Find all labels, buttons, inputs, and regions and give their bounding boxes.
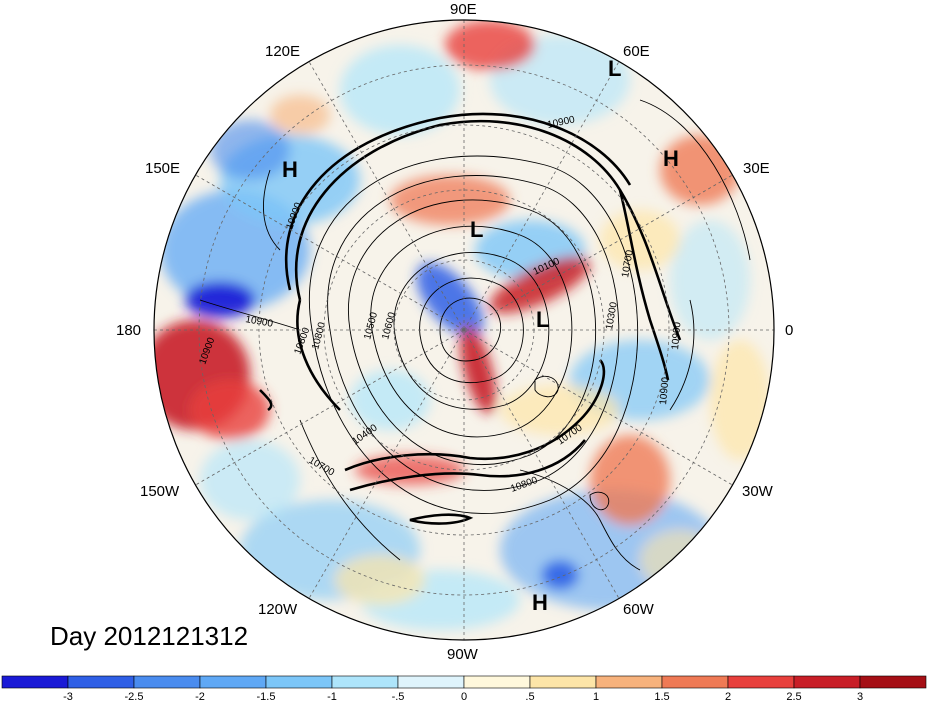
lon-label-120w: 120W	[258, 601, 298, 618]
colorbar-swatch	[859, 675, 927, 689]
colorbar-tick-label: 1	[593, 691, 599, 702]
colorbar-swatch	[397, 675, 465, 689]
pressure-center-low: L	[608, 56, 621, 81]
colorbar-swatch	[529, 675, 597, 689]
lon-label-150e: 150E	[145, 160, 180, 177]
lon-label-120e: 120E	[265, 43, 300, 60]
colorbar: -3 -2.5 -2 -1.5 -1 -.5 0 .5 1 1.5 2 2.5 3	[1, 675, 927, 702]
colorbar-swatch	[199, 675, 267, 689]
colorbar-swatch	[793, 675, 861, 689]
lon-label-60e: 60E	[623, 43, 650, 60]
contour-label: 10900	[658, 376, 671, 405]
colorbar-tick-label: -3	[63, 691, 73, 702]
colorbar-swatch	[727, 675, 795, 689]
colorbar-tick-label: 1.5	[654, 691, 669, 702]
colorbar-tick-label: -.5	[392, 691, 405, 702]
colorbar-tick-label: -1.5	[257, 691, 276, 702]
colorbar-swatch	[1, 675, 69, 689]
pressure-center-high: H	[532, 590, 548, 615]
colorbar-swatch	[661, 675, 729, 689]
pressure-center-low: L	[536, 307, 549, 332]
contour-label: 10700	[620, 249, 636, 279]
colorbar-swatch	[595, 675, 663, 689]
lon-label-0: 0	[785, 322, 793, 339]
contour-label: 10900	[244, 314, 274, 330]
colorbar-tick-label: 0	[461, 691, 467, 702]
contour-label: 10300	[604, 301, 620, 331]
colorbar-swatch	[463, 675, 531, 689]
pressure-center-high: H	[282, 157, 298, 182]
colorbar-swatch	[265, 675, 333, 689]
globe-outline	[153, 19, 775, 641]
lon-label-30w: 30W	[742, 483, 774, 500]
colorbar-tick-label: 2	[725, 691, 731, 702]
pressure-center-high: H	[663, 146, 679, 171]
height-contours	[199, 99, 751, 571]
contour-label: 10900	[670, 321, 683, 350]
colorbar-tick-label: .5	[525, 691, 534, 702]
lon-label-90w: 90W	[447, 646, 479, 663]
colorbar-tick-label: -2.5	[125, 691, 144, 702]
pressure-center-low: L	[470, 217, 483, 242]
pressure-centers: L H H L L H	[282, 56, 679, 615]
colorbar-tick-label: 2.5	[786, 691, 801, 702]
graticule	[154, 20, 774, 640]
lon-label-30e: 30E	[743, 160, 770, 177]
day-label: Day 2012121312	[50, 621, 248, 651]
lon-label-60w: 60W	[623, 601, 655, 618]
colorbar-swatch	[67, 675, 135, 689]
colorbar-tick-label: 3	[857, 691, 863, 702]
lon-label-180: 180	[116, 322, 141, 339]
longitude-labels: 90E 60E 30E 0 30W 60W 90W 120W 150W 180 …	[116, 1, 793, 663]
colorbar-tick-label: -2	[195, 691, 205, 702]
colorbar-tick-label: -1	[327, 691, 337, 702]
lon-label-150w: 150W	[140, 483, 180, 500]
colorbar-swatch	[331, 675, 399, 689]
colorbar-swatch	[133, 675, 201, 689]
lon-label-90e: 90E	[450, 1, 477, 18]
